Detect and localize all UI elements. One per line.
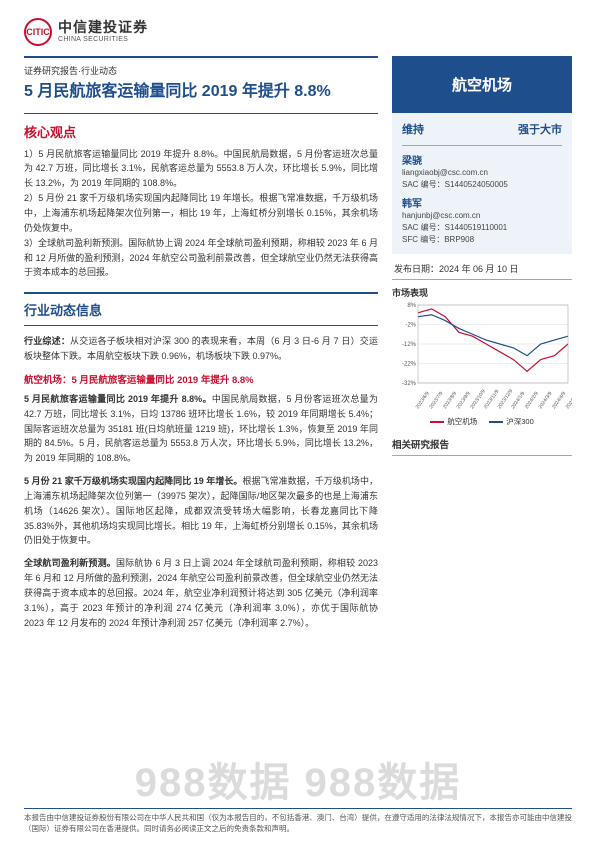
core-point: 1）5 月民航旅客运输量同比 2019 年提升 8.8%。中国民航局数据，5 月… xyxy=(24,147,378,192)
industry-title: 行业动态信息 xyxy=(24,300,378,319)
related-reports-title: 相关研究报告 xyxy=(392,437,572,451)
analyst-sfc: SFC 编号：BRP908 xyxy=(402,234,562,246)
core-points: 1）5 月民航旅客运输量同比 2019 年提升 8.8%。中国民航局数据，5 月… xyxy=(24,147,378,281)
watermark: 988数据 988数据 xyxy=(0,750,596,808)
body-para: 全球航司盈利新预测。国际航协 6 月 3 日上调 2024 年全球航司盈利预期，… xyxy=(24,556,378,630)
summary-body: 从交运各子板块相对沪深 300 的表现来看，本周（6 月 3 日-6 月 7 日… xyxy=(24,336,378,361)
analyst-sac: SAC 编号：S1440524050005 xyxy=(402,179,562,191)
para-body: 根据飞常准数据，千万级机场中，上海浦东机场起降架次位列第一（39975 架次），… xyxy=(24,476,378,545)
svg-text:-12%: -12% xyxy=(402,342,417,348)
chart-legend: 航空机场 沪深300 xyxy=(392,416,572,427)
svg-text:8%: 8% xyxy=(407,303,416,309)
rating-label: 维持 xyxy=(402,121,424,137)
logo-cn: 中信建投证券 xyxy=(58,20,148,35)
pub-date: 发布日期：2024 年 06 月 10 日 xyxy=(392,262,572,275)
subsection-red: 航空机场：5 月民航旅客运输量同比 2019 年提升 8.8% xyxy=(24,372,378,386)
main-column: 证券研究报告·行业动态 5 月民航旅客运输量同比 2019 年提升 8.8% 核… xyxy=(24,56,378,639)
core-point: 2）5 月份 21 家千万级机场实现国内起降同比 19 年增长。根据飞常准数据，… xyxy=(24,191,378,236)
analyst-email: liangxiaobj@csc.com.cn xyxy=(402,167,562,179)
analyst-email: hanjunbj@csc.com.cn xyxy=(402,210,562,222)
core-title: 核心观点 xyxy=(24,122,378,141)
svg-text:-2%: -2% xyxy=(405,323,416,329)
chart-svg: 8%-2%-12%-22%-32%2023/6/92023/7/92023/8/… xyxy=(392,301,572,411)
legend-1: 沪深300 xyxy=(506,416,534,427)
body-para: 5 月份 21 家千万级机场实现国内起降同比 19 年增长。根据飞常准数据，千万… xyxy=(24,474,378,548)
page-title: 5 月民航旅客运输量同比 2019 年提升 8.8% xyxy=(24,81,378,103)
logo-en: CHINA SECURITIES xyxy=(58,36,148,44)
svg-text:-22%: -22% xyxy=(402,362,417,368)
pub-date-value: 2024 年 06 月 10 日 xyxy=(439,264,519,274)
logo-badge: CITIC xyxy=(24,18,52,46)
core-point: 3）全球航司盈利新预测。国际航协上调 2024 年全球航司盈利预期，称相较 20… xyxy=(24,236,378,281)
analyst-block: 梁骁 liangxiaobj@csc.com.cn SAC 编号：S144052… xyxy=(402,152,562,191)
disclaimer-footer: 本报告由中信建投证券股份有限公司在中华人民共和国（仅为本报告目的，不包括香港、澳… xyxy=(24,808,572,834)
analyst-name: 梁骁 xyxy=(402,152,562,167)
summary-lead: 行业综述： xyxy=(24,336,70,346)
legend-0: 航空机场 xyxy=(447,416,477,427)
para-lead: 5 月份 21 家千万级机场实现国内起降同比 19 年增长。 xyxy=(24,476,242,486)
para-body: 中国民航局数据，5 月份客运班次总量为 42.7 万班，同比增长 3.1%，日均… xyxy=(24,394,378,463)
performance-chart: 8%-2%-12%-22%-32%2023/6/92023/7/92023/8/… xyxy=(392,301,572,427)
industry-summary: 行业综述：从交运各子板块相对沪深 300 的表现来看，本周（6 月 3 日-6 … xyxy=(24,334,378,364)
sidebar: 航空机场 维持 强于大市 梁骁 liangxiaobj@csc.com.cn S… xyxy=(392,56,572,639)
para-body: 国际航协 6 月 3 日上调 2024 年全球航司盈利预期，称相较 2023 年… xyxy=(24,558,378,627)
svg-text:-32%: -32% xyxy=(402,381,417,387)
brand-logo: CITIC 中信建投证券 CHINA SECURITIES xyxy=(24,18,572,46)
para-lead: 全球航司盈利新预测。 xyxy=(24,558,116,568)
body-para: 5 月民航旅客运输量同比 2019 年提升 8.8%。中国民航局数据，5 月份客… xyxy=(24,392,378,466)
analyst-name: 韩军 xyxy=(402,195,562,210)
pub-date-label: 发布日期： xyxy=(394,264,439,274)
analyst-sac: SAC 编号：S1440519110001 xyxy=(402,222,562,234)
sector-banner: 航空机场 xyxy=(392,56,572,113)
analyst-block: 韩军 hanjunbj@csc.com.cn SAC 编号：S144051911… xyxy=(402,195,562,246)
report-tag: 证券研究报告·行业动态 xyxy=(24,64,378,77)
para-lead: 5 月民航旅客运输量同比 2019 年提升 8.8%。 xyxy=(24,394,212,404)
chart-title: 市场表现 xyxy=(392,286,572,299)
rating-value: 强于大市 xyxy=(518,121,562,137)
